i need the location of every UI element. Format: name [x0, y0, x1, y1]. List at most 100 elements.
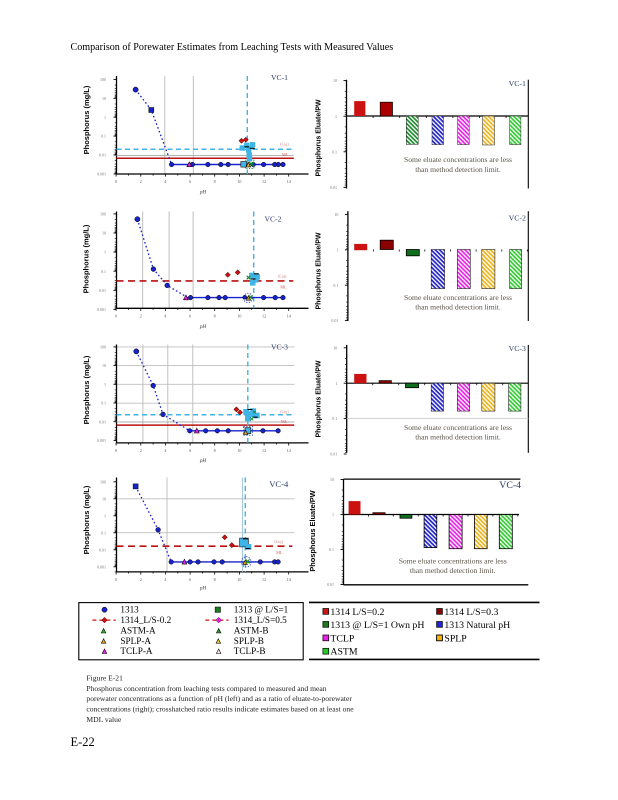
svg-text:1314 L/S=0.2: 1314 L/S=0.2: [330, 607, 384, 618]
svg-text:12: 12: [262, 313, 266, 318]
svg-text:0.1: 0.1: [332, 149, 337, 154]
svg-text:4: 4: [164, 313, 166, 318]
svg-text:8: 8: [214, 179, 216, 184]
svg-text:pH: pH: [199, 324, 207, 330]
svg-text:0: 0: [115, 179, 117, 184]
svg-text:14: 14: [287, 313, 291, 318]
svg-text:TCLP: TCLP: [330, 633, 355, 644]
svg-text:0.001: 0.001: [97, 564, 106, 569]
svg-text:4: 4: [164, 448, 166, 453]
svg-text:0.1: 0.1: [101, 134, 106, 139]
svg-text:(Liq): (Liq): [280, 141, 289, 146]
svg-text:Phosphorus (mg/L): Phosphorus (mg/L): [82, 224, 91, 293]
svg-text:1: 1: [104, 382, 106, 387]
svg-text:6: 6: [189, 179, 191, 184]
svg-text:1314_L/S=0.5: 1314_L/S=0.5: [234, 615, 287, 625]
svg-text:6: 6: [189, 577, 191, 582]
svg-text:1314 L/S=0.3: 1314 L/S=0.3: [444, 607, 498, 618]
svg-text:Some eluate concentrations are: Some eluate concentrations are less: [399, 557, 507, 566]
svg-text:0.1: 0.1: [101, 269, 106, 274]
svg-text:ASTM: ASTM: [330, 647, 358, 658]
svg-text:(Liq): (Liq): [280, 409, 289, 414]
svg-text:Some eluate concentrations ar: Some eluate concentrations are less: [404, 155, 512, 164]
svg-text:14: 14: [287, 577, 291, 582]
svg-text:0: 0: [115, 448, 117, 453]
svg-text:1313 @ L/S=1 Own pH: 1313 @ L/S=1 Own pH: [330, 620, 424, 631]
svg-text:1: 1: [104, 513, 106, 518]
svg-text:than method detection limit.: than method detection limit.: [415, 165, 501, 174]
svg-text:ASTM-A: ASTM-A: [120, 626, 156, 636]
svg-text:MDL value: MDL value: [86, 715, 122, 724]
svg-text:ML: ML: [281, 419, 288, 424]
svg-text:1: 1: [104, 250, 106, 255]
svg-text:0: 0: [115, 313, 117, 318]
svg-text:12: 12: [262, 179, 266, 184]
svg-text:0.1: 0.1: [329, 547, 334, 552]
svg-text:Figure E-21: Figure E-21: [86, 674, 123, 683]
svg-text:SPLP-B: SPLP-B: [234, 636, 264, 646]
svg-text:TCLP-A: TCLP-A: [120, 646, 153, 656]
svg-text:8: 8: [214, 577, 216, 582]
svg-text:SPLP: SPLP: [444, 633, 467, 644]
svg-text:0.01: 0.01: [331, 318, 338, 323]
svg-text:(Liq): (Liq): [274, 539, 283, 544]
svg-text:Phosphorus Eluate/PW: Phosphorus Eluate/PW: [316, 232, 323, 309]
svg-text:1: 1: [335, 114, 337, 119]
svg-text:12: 12: [262, 448, 266, 453]
svg-text:0.01: 0.01: [330, 452, 337, 457]
svg-text:VC-1: VC-1: [509, 79, 526, 88]
svg-text:0: 0: [115, 577, 117, 582]
svg-text:0.1: 0.1: [332, 416, 337, 421]
svg-text:100: 100: [100, 479, 106, 484]
svg-text:Phosphorus Eluate/PW: Phosphorus Eluate/PW: [308, 490, 317, 571]
svg-text:6: 6: [189, 313, 191, 318]
svg-text:Some eluate concentrations are: Some eluate concentrations are less: [404, 293, 512, 302]
svg-text:0.001: 0.001: [97, 438, 106, 443]
svg-text:8: 8: [214, 448, 216, 453]
svg-text:than method detection limit.: than method detection limit.: [415, 303, 501, 312]
svg-text:14: 14: [287, 179, 291, 184]
svg-text:Phosphorus (mg/L): Phosphorus (mg/L): [82, 485, 91, 554]
svg-text:than method detection limit.: than method detection limit.: [415, 432, 501, 441]
svg-text:0.001: 0.001: [97, 307, 106, 312]
svg-text:4: 4: [164, 577, 166, 582]
svg-text:10: 10: [102, 496, 106, 501]
svg-text:1: 1: [104, 115, 106, 120]
svg-text:10: 10: [102, 96, 106, 101]
svg-text:0.001: 0.001: [97, 172, 106, 177]
svg-text:Comparison of Porewater Estima: Comparison of Porewater Estimates from L…: [71, 42, 394, 53]
svg-text:0.01: 0.01: [327, 582, 334, 587]
svg-text:100: 100: [100, 345, 106, 350]
svg-text:ASTM-B: ASTM-B: [234, 626, 269, 636]
svg-text:ML: ML: [282, 152, 289, 157]
svg-text:1313 @ L/S=1: 1313 @ L/S=1: [234, 605, 289, 615]
svg-text:12: 12: [262, 577, 266, 582]
svg-text:2: 2: [140, 577, 142, 582]
svg-text:Phosphorus concentration from: Phosphorus concentration from leaching t…: [86, 684, 326, 693]
svg-text:2: 2: [140, 448, 142, 453]
svg-text:0.01: 0.01: [330, 185, 337, 190]
svg-text:10: 10: [237, 577, 241, 582]
svg-text:2: 2: [140, 313, 142, 318]
svg-text:2: 2: [140, 179, 142, 184]
svg-text:10: 10: [333, 78, 337, 83]
svg-text:0.01: 0.01: [99, 547, 106, 552]
svg-text:10: 10: [334, 212, 338, 217]
svg-text:0.01: 0.01: [99, 153, 106, 158]
svg-text:10: 10: [102, 231, 106, 236]
svg-text:VC-4: VC-4: [499, 480, 521, 491]
svg-text:1314_L/S-0.2: 1314_L/S-0.2: [120, 615, 171, 625]
svg-text:Some eluate concentrations are: Some eluate concentrations are less: [404, 423, 512, 432]
svg-text:100: 100: [100, 212, 106, 217]
svg-text:ML: ML: [280, 284, 287, 289]
svg-text:1313: 1313: [120, 605, 139, 615]
svg-text:VC-2: VC-2: [509, 214, 526, 223]
svg-text:VC-3: VC-3: [509, 344, 526, 353]
svg-text:(Liq): (Liq): [278, 274, 287, 279]
svg-text:pH: pH: [199, 458, 207, 464]
svg-text:VC-3: VC-3: [271, 342, 288, 351]
svg-text:0.01: 0.01: [99, 288, 106, 293]
svg-text:concentrations (right); crossh: concentrations (right); crosshatched rat…: [86, 705, 354, 714]
svg-text:TCLP-B: TCLP-B: [234, 646, 266, 656]
svg-text:10: 10: [102, 363, 106, 368]
